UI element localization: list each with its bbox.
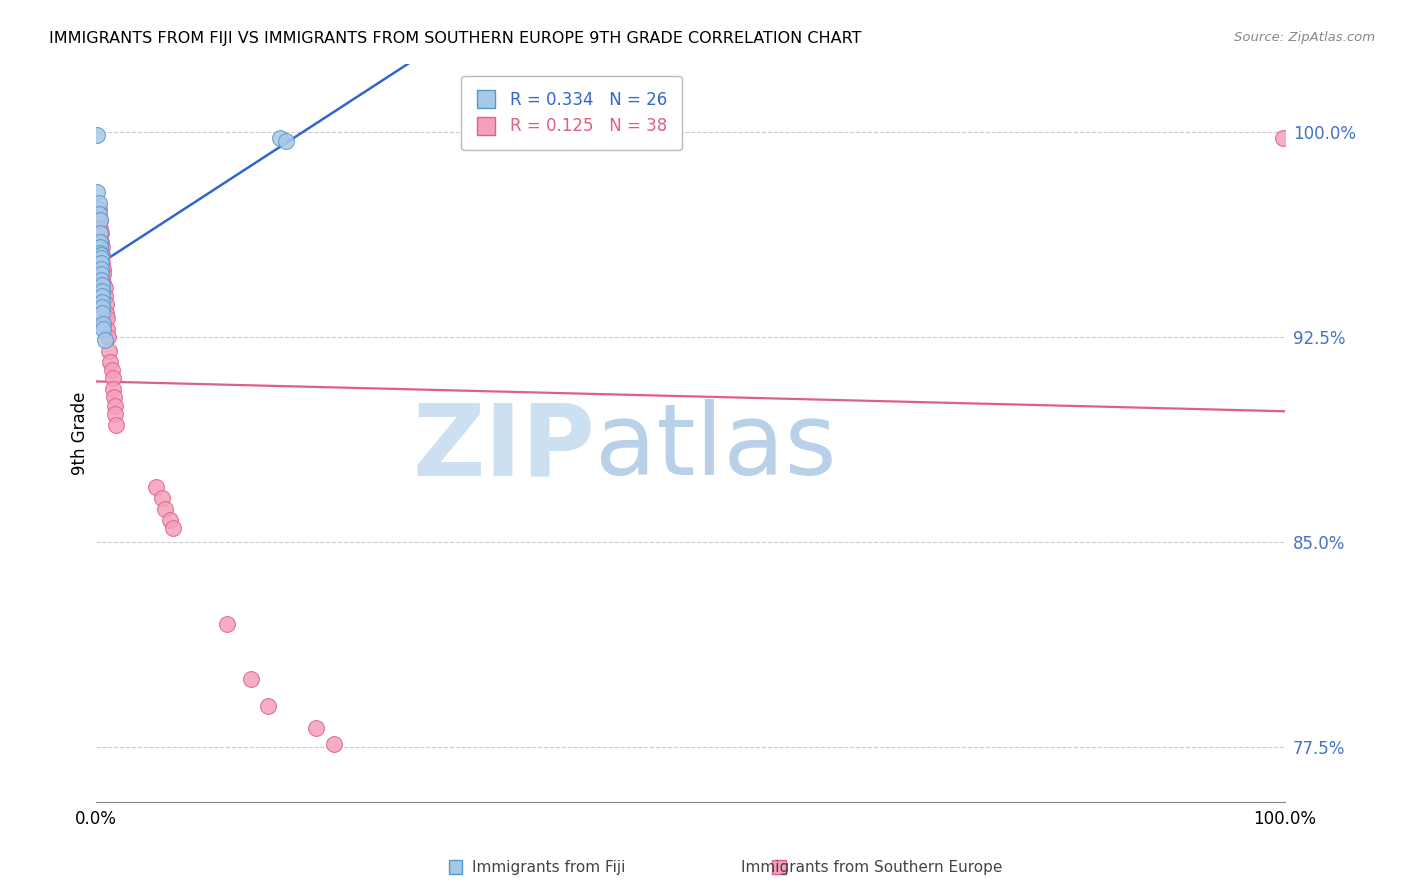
Point bbox=[90, 261, 112, 276]
Point bbox=[87, 202, 110, 216]
Point bbox=[257, 698, 280, 713]
Point bbox=[91, 305, 114, 319]
Point bbox=[104, 407, 127, 421]
Point bbox=[91, 276, 114, 290]
Point bbox=[94, 297, 117, 311]
Text: Source: ZipAtlas.com: Source: ZipAtlas.com bbox=[1234, 31, 1375, 45]
Point bbox=[103, 390, 125, 404]
Point bbox=[96, 322, 118, 336]
Bar bbox=[772, 860, 786, 874]
Point bbox=[89, 221, 111, 235]
Point bbox=[239, 672, 262, 686]
Point bbox=[86, 128, 108, 142]
Point bbox=[100, 355, 122, 369]
Point bbox=[91, 289, 114, 303]
Point bbox=[91, 256, 114, 270]
Text: IMMIGRANTS FROM FIJI VS IMMIGRANTS FROM SOUTHERN EUROPE 9TH GRADE CORRELATION CH: IMMIGRANTS FROM FIJI VS IMMIGRANTS FROM … bbox=[49, 31, 862, 46]
Point bbox=[91, 284, 114, 298]
Point bbox=[96, 311, 118, 326]
Point bbox=[159, 513, 181, 527]
Bar bbox=[449, 860, 463, 874]
Point bbox=[89, 212, 111, 227]
Point bbox=[89, 245, 111, 260]
Point bbox=[101, 371, 124, 385]
Point bbox=[91, 317, 114, 331]
Point bbox=[91, 294, 114, 309]
Point bbox=[90, 248, 112, 262]
Point bbox=[100, 363, 122, 377]
Point bbox=[269, 131, 291, 145]
Text: Immigrants from Southern Europe: Immigrants from Southern Europe bbox=[741, 860, 1002, 874]
Text: atlas: atlas bbox=[595, 399, 837, 496]
Point bbox=[89, 240, 111, 254]
Point bbox=[98, 343, 121, 358]
Point bbox=[101, 382, 124, 396]
Point bbox=[90, 268, 112, 282]
Point bbox=[91, 240, 114, 254]
Point bbox=[150, 491, 173, 506]
Point bbox=[86, 186, 108, 200]
Point bbox=[89, 212, 111, 227]
Point bbox=[87, 196, 110, 211]
Point bbox=[162, 521, 184, 535]
Point bbox=[97, 330, 120, 344]
Point bbox=[215, 617, 238, 632]
Point bbox=[145, 480, 167, 494]
Legend: R = 0.334   N = 26, R = 0.125   N = 38: R = 0.334 N = 26, R = 0.125 N = 38 bbox=[461, 76, 682, 151]
Point bbox=[276, 134, 298, 148]
Point bbox=[93, 281, 115, 295]
Text: ZIP: ZIP bbox=[412, 399, 595, 496]
Point bbox=[89, 227, 111, 241]
Point bbox=[322, 737, 344, 751]
Point bbox=[90, 235, 112, 249]
Point bbox=[90, 256, 112, 270]
Point bbox=[91, 278, 114, 293]
Point bbox=[90, 227, 112, 241]
Point bbox=[91, 248, 114, 262]
Point bbox=[153, 502, 176, 516]
Text: Immigrants from Fiji: Immigrants from Fiji bbox=[471, 860, 626, 874]
Point bbox=[91, 322, 114, 336]
Point bbox=[91, 268, 114, 282]
Y-axis label: 9th Grade: 9th Grade bbox=[72, 392, 89, 475]
Point bbox=[90, 273, 112, 287]
Point bbox=[91, 261, 114, 276]
Point bbox=[305, 721, 328, 735]
Point bbox=[104, 399, 127, 413]
Point bbox=[90, 251, 112, 265]
Point bbox=[93, 289, 115, 303]
Point bbox=[94, 305, 117, 319]
Point bbox=[91, 300, 114, 314]
Point bbox=[93, 333, 115, 347]
Point bbox=[89, 235, 111, 249]
Point bbox=[105, 417, 128, 432]
Point bbox=[87, 207, 110, 221]
Point bbox=[1272, 131, 1295, 145]
